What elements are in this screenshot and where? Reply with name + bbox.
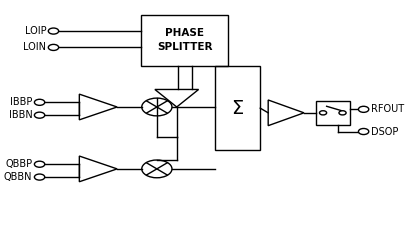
- Circle shape: [358, 106, 368, 112]
- Circle shape: [34, 99, 45, 105]
- Circle shape: [319, 111, 326, 115]
- Text: IBBP: IBBP: [10, 97, 32, 107]
- Bar: [214, 66, 260, 150]
- Circle shape: [34, 174, 45, 180]
- Text: LOIN: LOIN: [23, 42, 46, 52]
- Text: IBBN: IBBN: [9, 110, 32, 120]
- Text: SPLITTER: SPLITTER: [157, 42, 212, 52]
- Bar: [140, 15, 228, 66]
- Circle shape: [48, 44, 59, 51]
- Text: $\Sigma$: $\Sigma$: [230, 99, 243, 118]
- Text: QBBN: QBBN: [4, 172, 32, 182]
- Text: RFOUT: RFOUT: [370, 104, 403, 114]
- Circle shape: [34, 161, 45, 167]
- Circle shape: [338, 111, 345, 115]
- Text: PHASE: PHASE: [165, 28, 204, 38]
- Text: QBBP: QBBP: [5, 159, 32, 169]
- Circle shape: [358, 129, 368, 135]
- Text: LOIP: LOIP: [25, 26, 46, 36]
- Text: DSOP: DSOP: [370, 126, 397, 137]
- Circle shape: [34, 112, 45, 118]
- Bar: [315, 101, 349, 125]
- Circle shape: [48, 28, 59, 34]
